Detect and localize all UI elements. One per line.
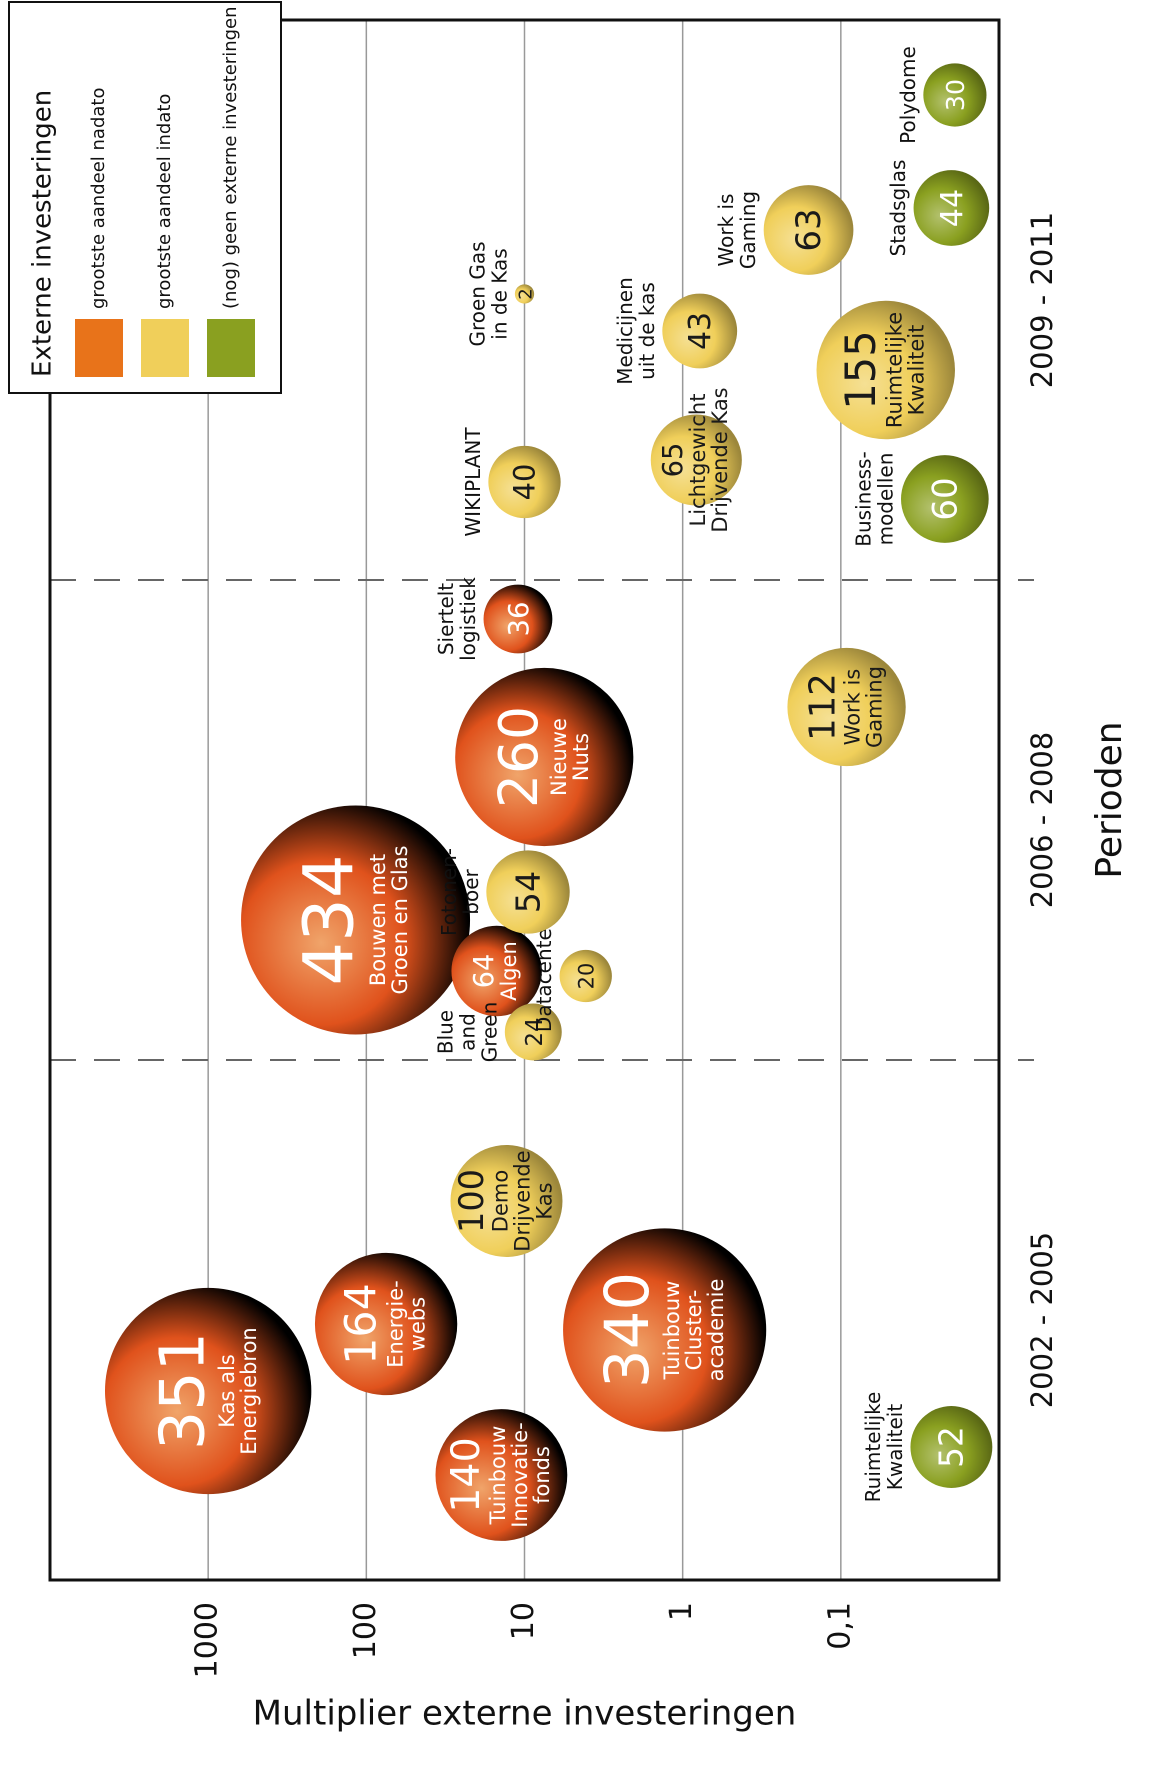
bubble-value: 112 [803, 673, 844, 741]
bubble-label: Kas als [215, 1354, 239, 1428]
bubble-value: 36 [503, 601, 535, 636]
bubble-value: 44 [935, 189, 970, 228]
bubble-value: 140 [443, 1437, 489, 1512]
bubble-label: Blue [433, 1010, 457, 1054]
rotated-chart: 1000 100 10 1 0,1 2002 - 2005 2006 - 2008 2009 … [9, 2, 1130, 1734]
bubble-value: 260 [487, 706, 550, 808]
bubble-value: 30 [941, 79, 970, 111]
bubble-value: 434 [290, 854, 370, 985]
bubble-label: Energiebron [237, 1327, 261, 1455]
y-tick-label: 1 [664, 1602, 699, 1621]
bubble-label: in de Kas [487, 248, 511, 339]
bubble-label: Groen Gas [465, 241, 489, 346]
y-tick-label: 0,1 [822, 1602, 857, 1650]
x-tick-label: 2006 - 2008 [1025, 732, 1059, 909]
bubble-label: Lichtgewicht [686, 394, 710, 527]
legend-title: Externe investeringen [28, 90, 58, 377]
bubble-label: Polydome [896, 46, 920, 144]
legend-label: grootste aandeel indato [154, 94, 175, 309]
bubble-label: Cluster- [682, 1290, 706, 1371]
bubble-value: 60 [925, 477, 965, 520]
legend-label: (nog) geen externe investeringen [220, 6, 241, 309]
bubble-label: Ruimtelijke [883, 312, 907, 428]
bubble-label: Drijvende Kas [708, 387, 732, 532]
bubble-label: Groen en Glas [388, 845, 412, 994]
bubble-label: Fotonen- [437, 848, 461, 936]
legend-swatch [141, 319, 189, 377]
chart: 1000 100 10 1 0,1 2002 - 2005 2006 - 2008 2009 … [0, 0, 1149, 1767]
bubble-label: Ruimtelijke [861, 1392, 885, 1503]
bubble-value: 40 [508, 464, 542, 501]
bubble-label: Gaming [862, 666, 886, 748]
bubble-label: Work is [840, 669, 864, 746]
bubble-label: academie [704, 1279, 728, 1382]
bubble-value: 100 [452, 1169, 491, 1233]
bubble-value: 351 [146, 1332, 218, 1450]
bubble-label: Tuinbouw [660, 1281, 684, 1381]
bubble-label: WIKIPLANT [461, 427, 485, 537]
x-axis-title: Perioden [1089, 721, 1130, 878]
bubble-label: Medicijnen [613, 277, 637, 385]
bubble-label: Innovatie- [508, 1422, 532, 1528]
legend-label: grootste aandeel nadato [88, 88, 109, 309]
bubble-label: Business- [852, 451, 876, 546]
bubble-label: Algen [497, 941, 521, 1001]
bubble-value: 52 [932, 1426, 970, 1468]
y-tick-label: 1000 [190, 1602, 225, 1678]
bubble-value: 164 [337, 1283, 387, 1364]
bubble-value: 2 [516, 288, 537, 299]
bubble-label: Gaming [736, 191, 760, 269]
bubble-value: 155 [836, 330, 885, 409]
bubble-label: Kwaliteit [883, 1404, 907, 1491]
y-tick-label: 10 [506, 1602, 541, 1640]
bubble-label: fonds [530, 1446, 554, 1504]
bubble-value: 64 [469, 954, 500, 989]
bubble-label: Green [477, 1002, 501, 1063]
bubble-value: 54 [509, 871, 548, 913]
bubble-label: Bouwen met [366, 854, 390, 986]
bubble-label: Work is [714, 194, 738, 267]
bubble-value: 63 [789, 208, 829, 251]
y-axis-title: Multiplier externe investeringen [253, 1694, 797, 1734]
bubble-label: boer [459, 868, 483, 914]
bubble-label: Demo [488, 1170, 512, 1232]
legend-swatch [207, 319, 255, 377]
bubble-value: 43 [683, 312, 718, 350]
bubble-label: Kwaliteit [905, 325, 929, 416]
bubble-value: 340 [592, 1272, 663, 1388]
bubble-label: Siertelt [434, 583, 458, 655]
bubble-label: Nuts [569, 733, 593, 781]
x-tick-label: 2002 - 2005 [1025, 1232, 1059, 1409]
bubble-label: modellen [874, 453, 898, 546]
bubble-value: 20 [575, 963, 599, 990]
bubble-label: and [455, 1013, 479, 1051]
bubble-label: Datacenter [532, 919, 556, 1032]
bubble-label: Drijvende [510, 1150, 534, 1251]
bubble-label: webs [405, 1297, 429, 1351]
bubble-label: Energie- [383, 1280, 407, 1367]
bubble-label: Tuinbouw [486, 1426, 510, 1526]
bubble-label: uit de kas [635, 282, 659, 380]
bubble-label: Nieuwe [547, 718, 571, 796]
bubble-value: 65 [658, 443, 689, 478]
bubble-label: Stadsglas [886, 160, 910, 257]
y-tick-label: 100 [348, 1602, 383, 1659]
legend-swatch [75, 319, 123, 377]
x-tick-label: 2009 - 2011 [1025, 212, 1059, 389]
bubble-label: Kas [532, 1182, 556, 1219]
bubble-label: logistiek [456, 577, 480, 661]
